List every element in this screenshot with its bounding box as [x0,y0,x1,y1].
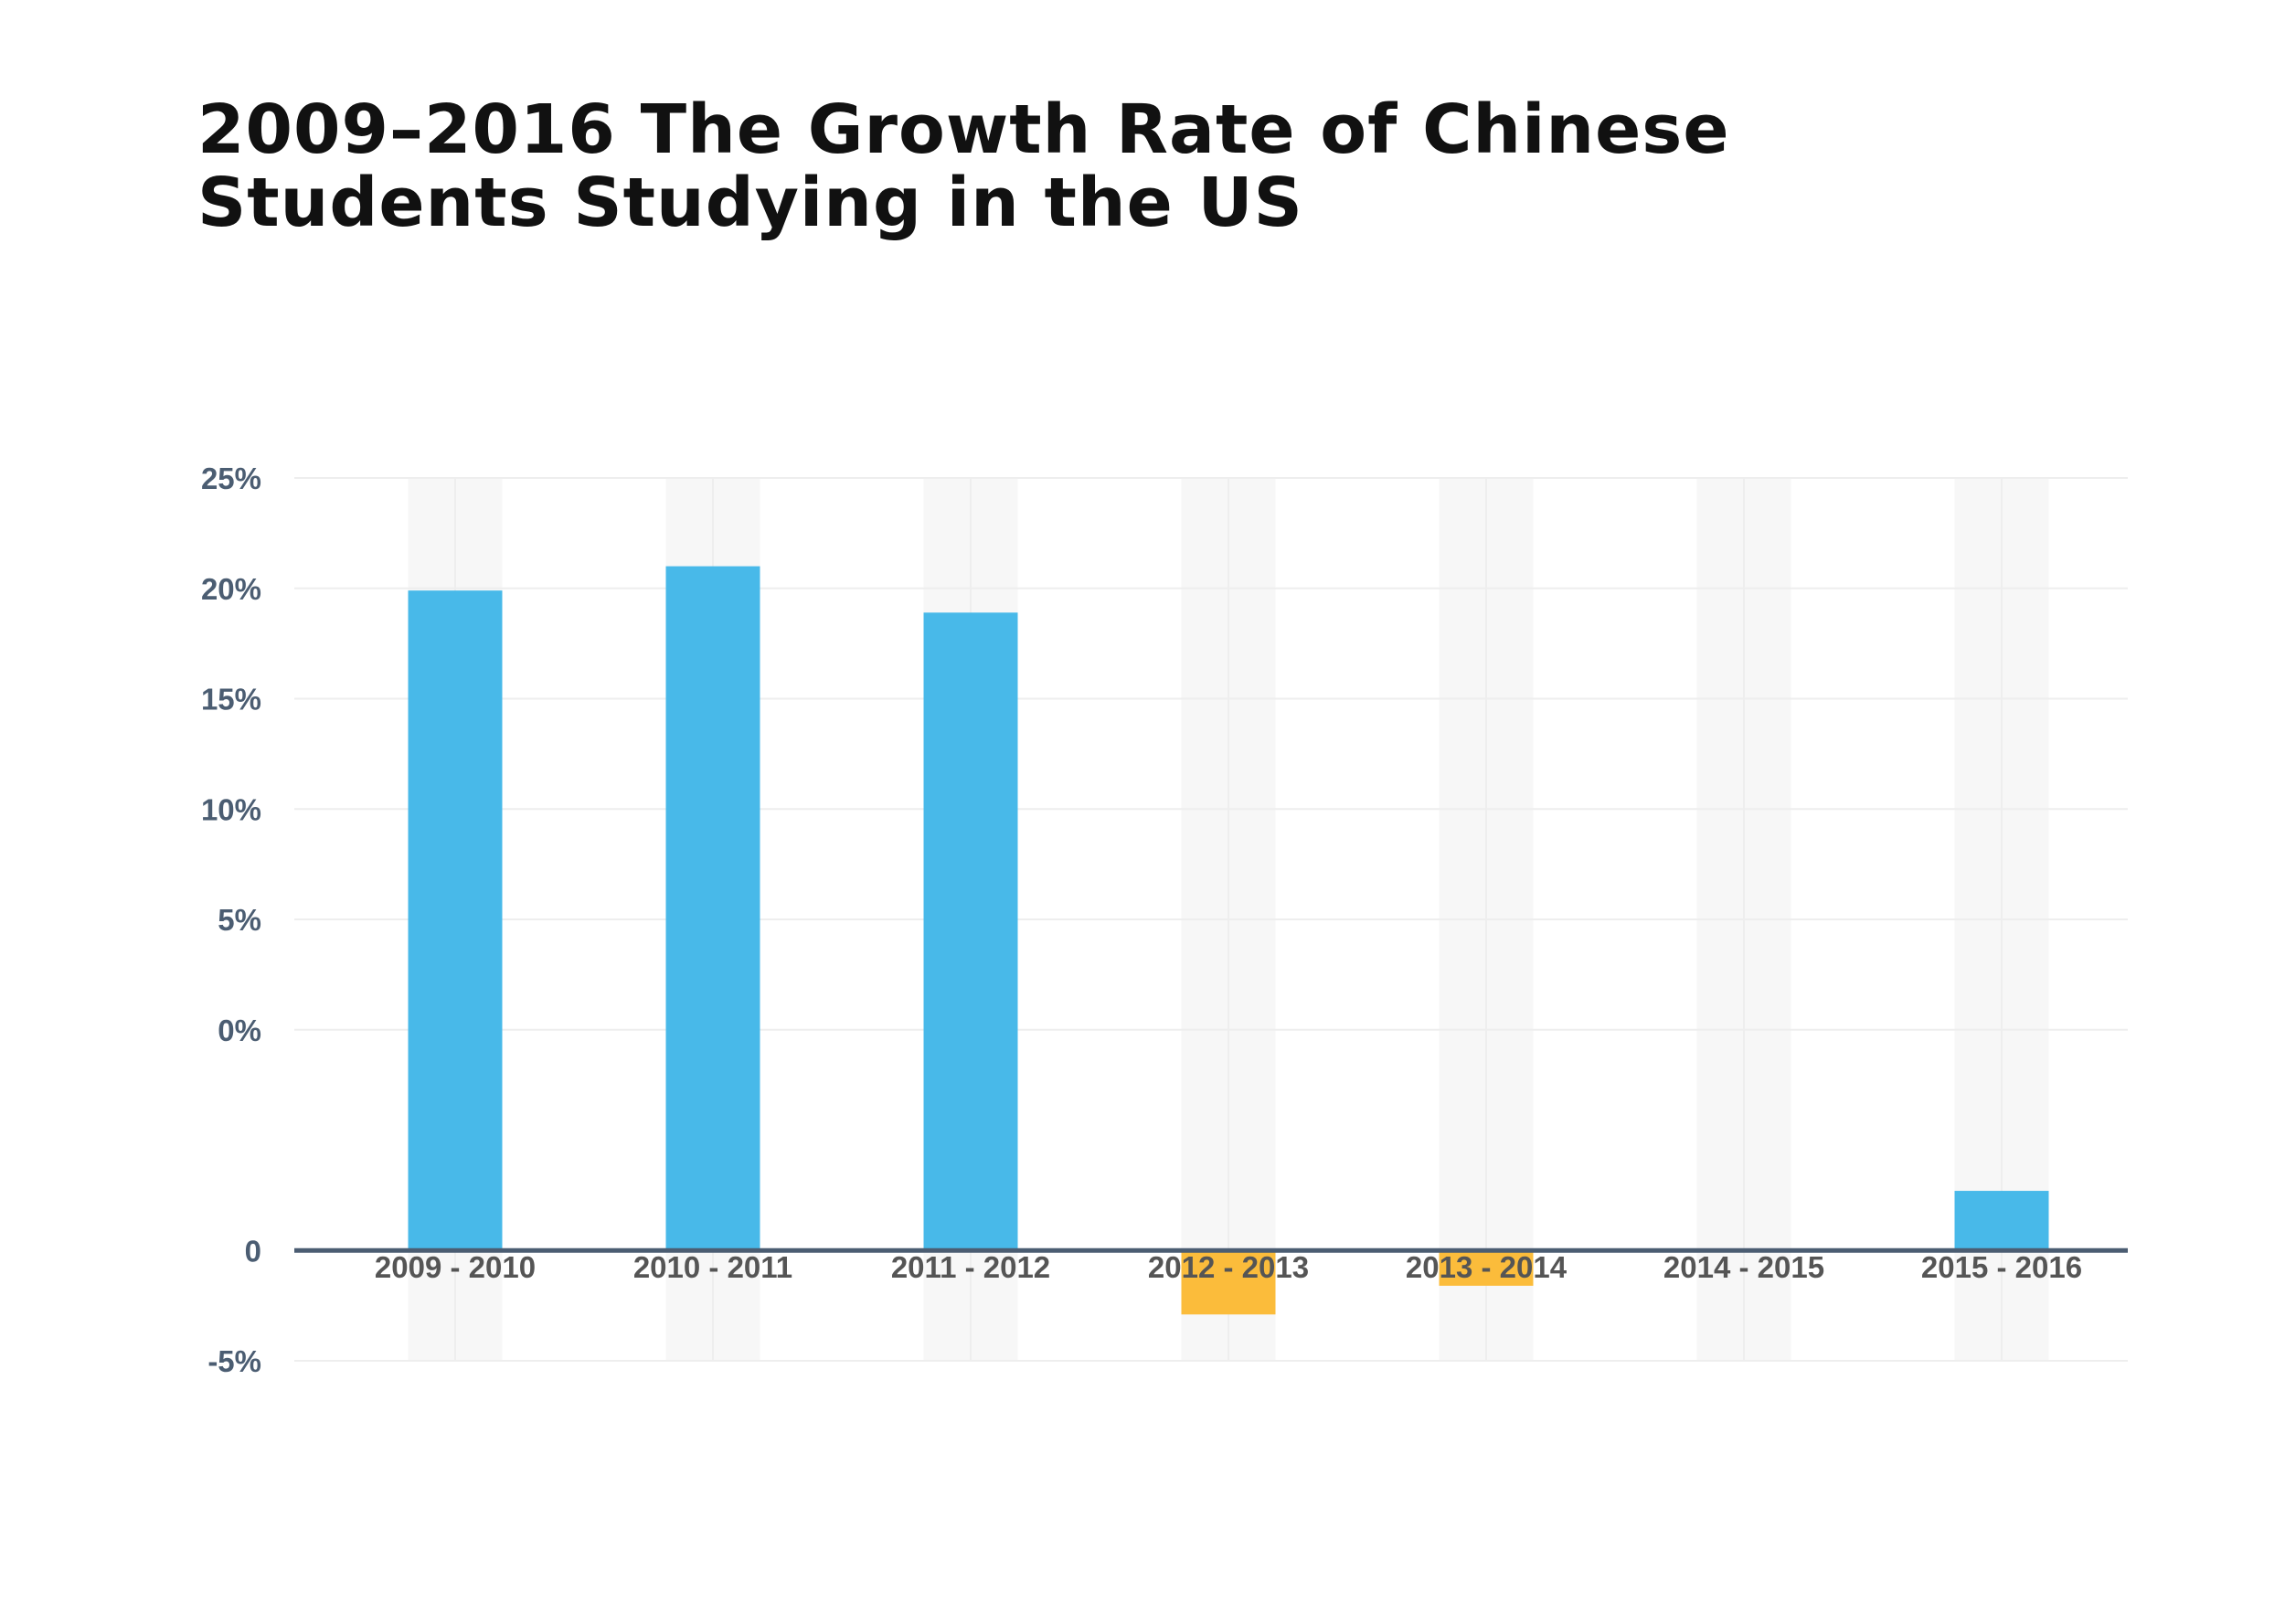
y-tick-label: 25% [201,462,261,495]
y-tick-label: 5% [218,903,261,937]
x-tick-label: 2014 - 2015 [1663,1250,1824,1284]
y-axis-ticks: 25% 20% 15% 10% 5% 0% 0 -5% [201,462,261,1378]
y-tick-label: -5% [207,1344,261,1378]
y-tick-label: 0 [245,1234,261,1268]
bar [1181,1250,1276,1315]
bars [408,566,2049,1315]
x-tick-label: 2010 - 2011 [633,1250,792,1284]
x-tick-label: 2013 - 2014 [1406,1250,1568,1284]
x-tick-label: 2012 - 2013 [1148,1250,1309,1284]
bar [1439,1250,1534,1286]
bar [665,566,760,1251]
chart-title: 2009–2016 The Growth Rate of Chinese Stu… [197,93,2025,239]
x-tick-label: 2009 - 2010 [375,1250,536,1284]
x-tick-label: 2011 - 2012 [891,1250,1050,1284]
bar [1954,1191,2049,1251]
bar [923,612,1018,1251]
chart-title-line-1: 2009–2016 The Growth Rate of Chinese [197,90,1730,169]
y-tick-label: 10% [201,792,261,826]
gridlines [294,477,2128,1362]
y-tick-label: 0% [218,1014,261,1047]
y-tick-label: 15% [201,683,261,716]
x-axis-ticks: 2009 - 2010 2010 - 2011 2011 - 2012 2012 - … [375,1250,2082,1284]
x-tick-label: 2015 - 2016 [1921,1250,2082,1284]
bar [408,590,503,1251]
y-tick-label: 20% [201,572,261,606]
chart-title-line-2: Students Studying in the US [197,164,1303,242]
